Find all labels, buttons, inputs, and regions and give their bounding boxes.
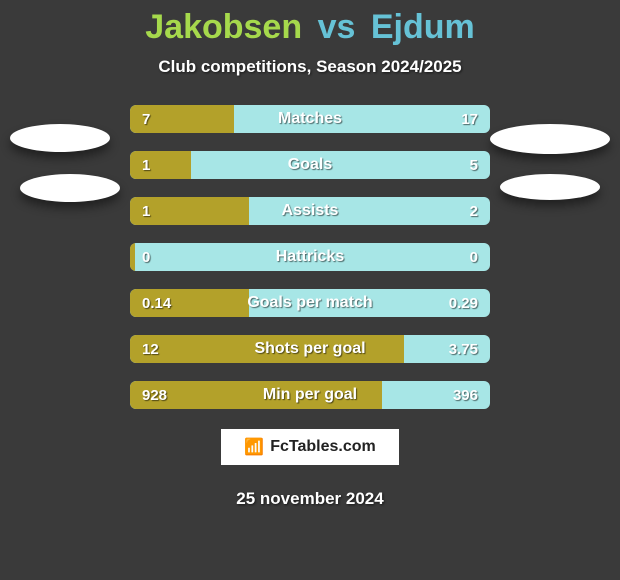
row-value-right: 3.75 bbox=[449, 335, 478, 363]
row-label: Goals per match bbox=[130, 289, 490, 317]
comparison-row: 7Matches17 bbox=[130, 105, 490, 133]
comparison-row: 12Shots per goal3.75 bbox=[130, 335, 490, 363]
subtitle: Club competitions, Season 2024/2025 bbox=[0, 57, 620, 77]
row-label: Shots per goal bbox=[130, 335, 490, 363]
row-value-right: 0 bbox=[470, 243, 478, 271]
logo-box: 📶 FcTables.com bbox=[219, 427, 401, 467]
logo-text: FcTables.com bbox=[270, 438, 376, 456]
row-value-right: 17 bbox=[461, 105, 478, 133]
row-label: Assists bbox=[130, 197, 490, 225]
decor-ellipse-left-2 bbox=[20, 174, 120, 202]
row-value-right: 5 bbox=[470, 151, 478, 179]
comparison-row: 1Assists2 bbox=[130, 197, 490, 225]
decor-ellipse-left-1 bbox=[10, 124, 110, 152]
comparison-row: 928Min per goal396 bbox=[130, 381, 490, 409]
row-value-right: 2 bbox=[470, 197, 478, 225]
decor-ellipse-right-1 bbox=[490, 124, 610, 154]
row-label: Hattricks bbox=[130, 243, 490, 271]
comparison-row: 0Hattricks0 bbox=[130, 243, 490, 271]
row-label: Matches bbox=[130, 105, 490, 133]
row-value-right: 0.29 bbox=[449, 289, 478, 317]
page-title: Jakobsen vs Ejdum bbox=[0, 8, 620, 47]
comparison-rows: 7Matches17 1Goals5 1Assists2 0Hattricks0 0.1… bbox=[130, 105, 490, 409]
comparison-infographic: Jakobsen vs Ejdum Club competitions, Sea… bbox=[0, 0, 620, 580]
title-vs: vs bbox=[318, 8, 356, 46]
row-value-right: 396 bbox=[453, 381, 478, 409]
decor-ellipse-right-2 bbox=[500, 174, 600, 200]
comparison-row: 0.14Goals per match0.29 bbox=[130, 289, 490, 317]
title-player2: Ejdum bbox=[371, 8, 475, 46]
title-player1: Jakobsen bbox=[145, 8, 302, 46]
comparison-row: 1Goals5 bbox=[130, 151, 490, 179]
row-label: Min per goal bbox=[130, 381, 490, 409]
bar-chart-icon: 📶 bbox=[244, 437, 264, 457]
row-label: Goals bbox=[130, 151, 490, 179]
date-text: 25 november 2024 bbox=[0, 489, 620, 509]
